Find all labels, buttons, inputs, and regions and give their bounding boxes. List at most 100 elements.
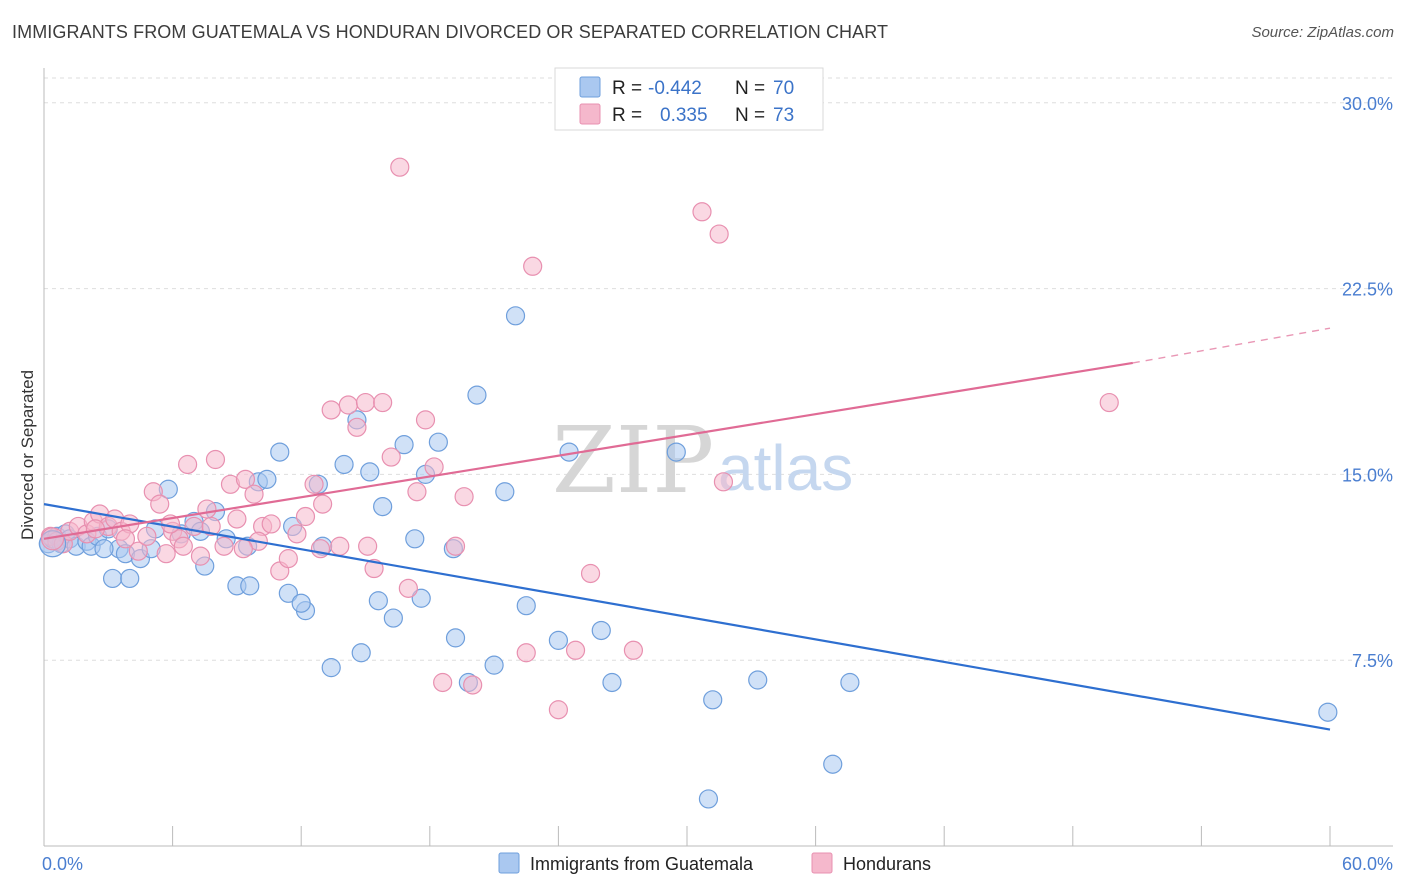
data-point-guatemala [1318, 702, 1338, 722]
data-point-guatemala [120, 568, 140, 589]
data-point-hondurans [381, 447, 401, 467]
legend-n-value-2: 73 [773, 105, 794, 126]
top-legend: R = -0.442 N = 70 R = 0.335 N = 73 [554, 67, 824, 131]
watermark-atlas: atlas [718, 432, 853, 504]
data-point-hondurans [214, 536, 234, 556]
data-point-hondurans [233, 539, 253, 559]
data-point-hondurans [548, 700, 569, 720]
data-point-hondurans [415, 410, 436, 430]
y-axis-title: Divorced or Separated [18, 370, 37, 540]
y-tick-label: 30.0% [1342, 94, 1393, 114]
data-point-guatemala [411, 588, 431, 608]
data-point-hondurans [137, 526, 157, 546]
data-point-hondurans [304, 474, 324, 494]
data-point-guatemala [102, 568, 123, 589]
data-point-hondurans [156, 544, 176, 564]
data-point-hondurans [407, 482, 427, 502]
data-point-guatemala [591, 620, 611, 641]
data-point-hondurans [321, 400, 341, 420]
data-point-hondurans [516, 643, 536, 663]
legend-n-label-2: N = [735, 105, 765, 126]
data-point-guatemala [240, 576, 260, 596]
x-tick-label-max: 60.0% [1342, 854, 1393, 874]
data-point-hondurans [235, 469, 256, 489]
watermark-zip: ZIP [552, 407, 714, 514]
data-point-hondurans [433, 672, 453, 693]
points-layer [38, 157, 1338, 809]
chart-title: IMMIGRANTS FROM GUATEMALA VS HONDURAN DI… [12, 22, 889, 42]
data-point-hondurans [373, 392, 393, 413]
data-point-hondurans [278, 549, 298, 569]
data-point-hondurans [244, 484, 264, 504]
data-point-hondurans [178, 454, 198, 475]
data-point-hondurans [184, 516, 204, 537]
bottom-legend: Immigrants from Guatemala Hondurans [498, 852, 931, 874]
data-point-hondurans [355, 392, 376, 413]
data-point-hondurans [713, 472, 734, 492]
data-point-hondurans [40, 527, 65, 551]
data-point-guatemala [373, 496, 393, 517]
data-point-guatemala [360, 462, 380, 482]
data-point-hondurans [295, 506, 316, 527]
data-point-guatemala [321, 658, 341, 678]
data-point-guatemala [703, 690, 723, 710]
data-point-hondurans [445, 536, 466, 556]
data-point-hondurans [398, 578, 418, 598]
data-point-hondurans [347, 417, 367, 437]
data-point-guatemala [698, 789, 719, 809]
data-point-guatemala [394, 435, 414, 455]
data-point-hondurans [287, 524, 307, 544]
data-point-guatemala [428, 432, 448, 452]
data-point-hondurans [190, 546, 211, 566]
data-point-hondurans [424, 457, 444, 477]
legend-r-value-1: -0.442 [648, 78, 702, 99]
trendline-hondurans [43, 361, 1133, 540]
data-point-guatemala [270, 442, 290, 462]
data-point-guatemala [666, 442, 686, 462]
data-point-hondurans [150, 494, 170, 514]
y-tick-label: 22.5% [1342, 280, 1393, 300]
data-point-guatemala [602, 672, 622, 693]
bottom-legend-swatch-guatemala [498, 852, 520, 874]
data-point-guatemala [840, 672, 860, 693]
data-point-hondurans [692, 202, 712, 222]
data-point-hondurans [197, 499, 217, 519]
data-point-guatemala [257, 469, 277, 489]
data-point-hondurans [338, 395, 358, 415]
data-point-guatemala [495, 482, 515, 502]
legend-n-value-1: 70 [773, 78, 794, 99]
data-point-guatemala [445, 628, 466, 648]
legend-swatch-guatemala [579, 76, 601, 98]
legend-n-label-1: N = [735, 78, 765, 99]
data-point-hondurans [330, 536, 350, 556]
legend-swatch-hondurans [579, 103, 601, 125]
data-point-hondurans [454, 487, 474, 507]
axes-layer [43, 68, 1393, 847]
y-tick-label: 7.5% [1352, 651, 1393, 671]
data-point-hondurans [115, 529, 136, 549]
data-point-guatemala [548, 630, 569, 650]
data-point-guatemala [368, 591, 388, 611]
data-point-hondurans [313, 494, 333, 514]
data-point-hondurans [463, 675, 483, 695]
data-point-hondurans [205, 449, 226, 470]
legend-r-value-2: 0.335 [660, 105, 708, 126]
data-point-hondurans [310, 539, 331, 559]
data-point-guatemala [278, 583, 298, 603]
data-point-guatemala [291, 593, 311, 613]
x-tick-label-min: 0.0% [42, 854, 83, 874]
data-point-hondurans [364, 558, 384, 579]
bottom-legend-label-guatemala: Immigrants from Guatemala [530, 854, 754, 874]
watermark: ZIP atlas [552, 407, 853, 514]
chart-source: Source: ZipAtlas.com [1251, 24, 1394, 41]
bottom-legend-label-hondurans: Hondurans [843, 854, 931, 874]
data-point-guatemala [383, 608, 403, 628]
data-point-guatemala [467, 385, 487, 405]
data-point-guatemala [484, 655, 504, 675]
data-point-guatemala [351, 643, 371, 663]
data-point-guatemala [823, 754, 843, 774]
data-point-guatemala [94, 539, 114, 559]
y-tick-label: 15.0% [1342, 465, 1393, 485]
data-point-hondurans [565, 640, 586, 660]
legend-r-label-1: R = [612, 78, 642, 99]
